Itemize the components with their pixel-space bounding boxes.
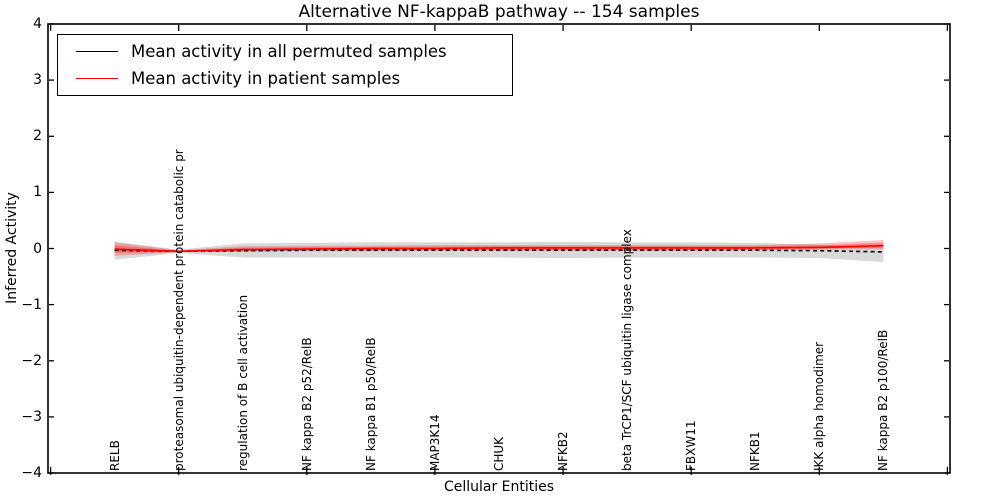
permuted-line-swatch [76,51,118,52]
legend-item-permuted: Mean activity in all permuted samples [76,39,512,65]
plot-border [47,23,951,474]
patient-line-swatch [76,78,118,79]
legend-item-patient: Mean activity in patient samples [76,66,512,92]
x-tick-label: proteasomal ubiquitin-dependent protein … [171,149,186,471]
x-tick-label: NF kappa B2 p52/RelB [299,337,314,471]
patient-mean-line [114,244,884,253]
y-tick-label: −1 [21,296,42,313]
x-tick-label: regulation of B cell activation [235,294,250,471]
x-tick-label: beta TrCP1/SCF ubiquitin ligase complex [620,229,635,471]
y-tick-label: 2 [33,128,42,145]
legend: Mean activity in all permuted samples Me… [57,34,513,96]
x-tick-label: NF kappa B1 p50/RelB [363,337,378,471]
x-tick-label: NFKB1 [748,431,763,471]
y-tick-label: 4 [33,16,42,32]
permuted-band [114,241,884,262]
legend-label-patient: Mean activity in patient samples [131,69,401,88]
y-tick-label: −2 [21,352,42,369]
y-tick-label: −4 [21,465,42,481]
y-tick-label: 1 [33,184,42,201]
x-tick-label: MAP3K14 [427,414,442,471]
y-tick-label: −3 [21,408,42,425]
x-tick-label: NF kappa B2 p100/RelB [876,329,891,471]
y-tick-label: 3 [33,72,42,89]
chart-title: Alternative NF-kappaB pathway -- 154 sam… [298,2,700,22]
permuted-mean-line [114,249,884,253]
x-tick-label: NFKB2 [556,431,571,471]
y-tick-label: 0 [33,240,42,257]
legend-label-permuted: Mean activity in all permuted samples [131,42,447,61]
x-tick-label: RELB [107,440,122,471]
x-axis-label: Cellular Entities [443,479,555,495]
x-tick-label: FBXW11 [684,420,699,472]
x-tick-label: IKK alpha homodimer [812,341,827,471]
x-tick-label: CHUK [492,436,506,471]
